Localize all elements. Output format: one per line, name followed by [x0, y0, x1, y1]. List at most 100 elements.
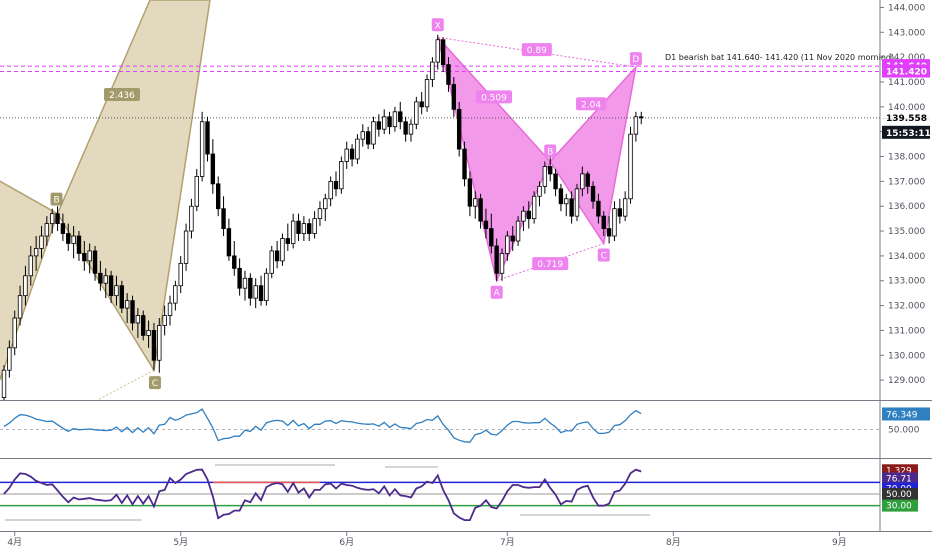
candle-body [559, 189, 563, 204]
candle-body [607, 229, 611, 236]
rsi-50-label: 50.000 [888, 426, 920, 436]
candle-body [468, 179, 472, 206]
candle-body [265, 273, 269, 300]
candle-body [324, 199, 328, 209]
candle-body [222, 209, 226, 229]
candle-body [490, 229, 494, 246]
candle-body [404, 122, 408, 134]
candle-body [147, 330, 151, 335]
bat-ratio-bcd: 2.04 [581, 100, 601, 110]
candle-body [152, 330, 156, 360]
candle-body [361, 132, 365, 139]
harmonic-gold-dotted [60, 370, 154, 420]
candle-body [254, 286, 258, 298]
candle-body [216, 184, 220, 209]
candle-body [538, 186, 542, 196]
bat-ratio-ac: 0.719 [537, 260, 563, 270]
candle-body [564, 199, 568, 204]
candle-body [291, 221, 295, 243]
bat-label-x: X [435, 21, 441, 31]
candle-body [409, 124, 413, 134]
candle-body [211, 154, 215, 184]
price-tick-label: 136.000 [888, 202, 925, 212]
price-tick-label: 133.000 [888, 277, 925, 287]
candle-body [120, 286, 124, 308]
candle-body [227, 229, 231, 256]
candle-body [77, 236, 81, 253]
candle-body [56, 214, 60, 224]
candle-body [554, 174, 558, 189]
candle-body [13, 318, 17, 348]
price-tick-label: 141.000 [888, 78, 925, 88]
time-tick-label: 5月 [173, 537, 188, 548]
candle-body [2, 370, 6, 397]
candle-body [377, 122, 381, 129]
candle-body [66, 234, 70, 244]
candle-body [275, 251, 279, 261]
candle-body [157, 325, 161, 360]
candle-body [302, 224, 306, 234]
candle-body [511, 236, 515, 241]
candle-body [243, 278, 247, 288]
bat-label-d: D [632, 55, 639, 65]
candle-body [436, 40, 440, 62]
candle-body [141, 316, 145, 336]
candle-body [345, 149, 349, 161]
harmonic-gold-ratio: 2.436 [109, 91, 135, 101]
candle-body [190, 206, 194, 231]
time-tick-label: 4月 [7, 537, 22, 548]
price-tick-label: 143.000 [888, 28, 925, 38]
candle-body [238, 268, 242, 288]
stoch-label-4: 50.00 [886, 490, 912, 500]
bat-ratio-xab: 0.509 [481, 93, 507, 103]
harmonic-gold-label-b: B [53, 196, 59, 206]
bat-ratio-xd: 0.89 [527, 46, 547, 56]
candle-body [447, 65, 451, 85]
rsi-value-label: 76.349 [886, 410, 918, 420]
candle-body [527, 211, 531, 218]
candle-body [184, 231, 188, 263]
candle-body [61, 224, 65, 234]
candle-body [618, 209, 622, 216]
candle-body [570, 199, 574, 216]
candle-body [506, 236, 510, 253]
bat-bcd-triangle [550, 67, 636, 243]
candle-body [179, 263, 183, 285]
candle-body [297, 221, 301, 233]
candle-body [591, 186, 595, 201]
level-label-141420: 141.420 [886, 68, 927, 78]
candle-body [34, 248, 38, 255]
time-tick-label: 8月 [666, 537, 681, 548]
candle-body [115, 286, 119, 296]
candle-body [125, 301, 129, 308]
harmonic-gold-label-c: C [152, 379, 158, 389]
price-tick-label: 130.000 [888, 351, 925, 361]
candle-body [259, 286, 263, 301]
candle-body [8, 348, 12, 370]
candle-body [500, 253, 504, 273]
candle-body [232, 256, 236, 268]
bat-label-b: B [547, 147, 553, 157]
candle-body [372, 122, 376, 144]
candle-body [270, 251, 274, 273]
price-tick-label: 137.000 [888, 177, 925, 187]
candle-body [163, 316, 167, 326]
candle-body [131, 301, 135, 323]
candle-body [24, 276, 28, 296]
candle-body [623, 199, 627, 216]
candle-body [334, 181, 338, 188]
candle-body [425, 80, 429, 107]
candle-body [99, 273, 103, 283]
candle-body [457, 109, 461, 149]
candle-body [249, 278, 253, 298]
candle-body [388, 117, 392, 127]
candle-body [431, 62, 435, 79]
candle-body [420, 102, 424, 107]
candle-body [548, 166, 552, 173]
candle-body [174, 286, 178, 303]
candle-body [307, 224, 311, 234]
candle-body [602, 216, 606, 228]
candle-body [581, 174, 585, 189]
